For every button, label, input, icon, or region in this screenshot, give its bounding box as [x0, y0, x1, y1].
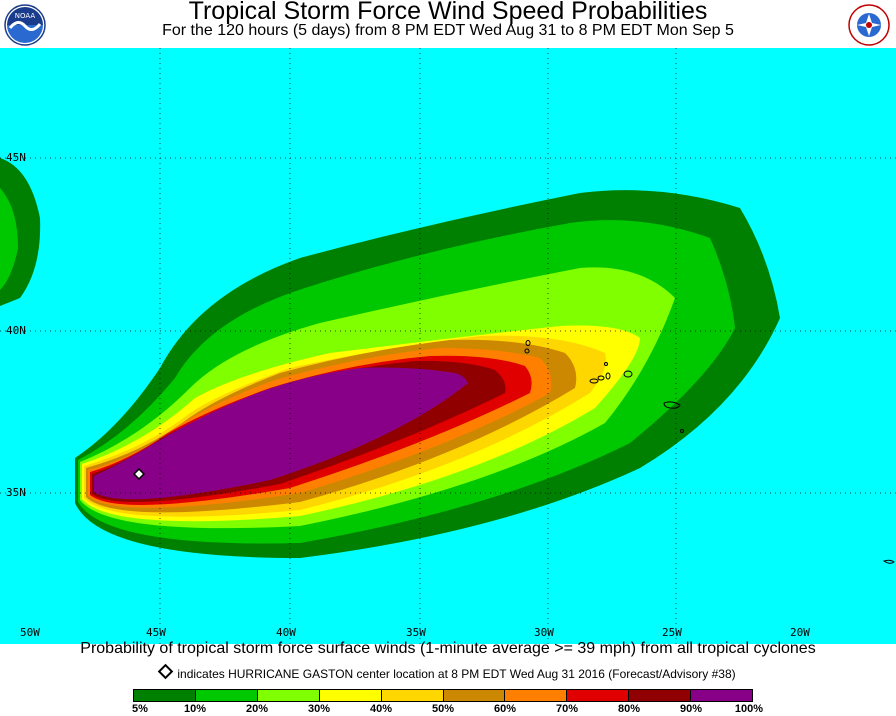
storm-marker-note-text: indicates HURRICANE GASTON center locati…: [177, 667, 736, 681]
noaa-logo: NOAA: [4, 4, 46, 46]
legend-label: 30%: [307, 703, 331, 715]
map-caption: Probability of tropical storm force surf…: [80, 640, 816, 657]
legend-swatch: [381, 690, 444, 701]
legend-label: 60%: [493, 703, 517, 715]
diamond-icon: [132, 467, 146, 481]
legend-swatch: [629, 690, 692, 701]
nws-logo: [848, 4, 890, 46]
legend-label: 20%: [245, 703, 269, 715]
legend-label: 70%: [555, 703, 579, 715]
probability-contours: [0, 48, 896, 644]
legend-label: 90%: [679, 703, 703, 715]
legend-swatch: [443, 690, 506, 701]
lon-label-30w: 30W: [534, 626, 554, 639]
legend-label: 80%: [617, 703, 641, 715]
legend-swatch: [691, 690, 753, 701]
lon-label-35w: 35W: [406, 626, 426, 639]
legend-swatch: [195, 690, 258, 701]
svg-text:NOAA: NOAA: [15, 12, 36, 20]
lat-label-45n: 45N: [6, 151, 26, 164]
lon-label-20w: 20W: [790, 626, 810, 639]
contour-10-left: [0, 188, 18, 290]
legend-label: 100%: [734, 703, 764, 715]
azores-islands: [524, 340, 895, 564]
legend-swatch: [567, 690, 630, 701]
legend-label: 40%: [369, 703, 393, 715]
probability-legend: [133, 689, 753, 702]
lon-label-25w: 25W: [662, 626, 682, 639]
lat-label-35n: 35N: [6, 486, 26, 499]
probability-map: 45N 40N 35N 50W 45W 40W 35W 30W 25W 20W: [0, 48, 896, 644]
legend-label: 5%: [132, 703, 148, 715]
lat-label-40n: 40N: [6, 324, 26, 337]
lon-label-50w: 50W: [20, 626, 40, 639]
lon-label-40w: 40W: [276, 626, 296, 639]
legend-labels: 5% 10% 20% 30% 40% 50% 60% 70% 80% 90% 100%: [0, 703, 896, 716]
legend-label: 50%: [431, 703, 455, 715]
legend-swatch: [257, 690, 320, 701]
diamond-marker-icon: [158, 663, 174, 680]
header: NOAA Tropical Storm Force Wind Speed Pro…: [0, 0, 896, 48]
legend-swatch: [134, 690, 196, 701]
storm-marker-note: indicates HURRICANE GASTON center locati…: [0, 663, 896, 681]
legend-label: 10%: [183, 703, 207, 715]
contour-90: [94, 367, 468, 500]
page-title: Tropical Storm Force Wind Speed Probabil…: [188, 0, 708, 25]
legend-swatch: [319, 690, 382, 701]
page-subtitle: For the 120 hours (5 days) from 8 PM EDT…: [162, 22, 734, 39]
lon-label-45w: 45W: [146, 626, 166, 639]
legend-swatch: [505, 690, 568, 701]
